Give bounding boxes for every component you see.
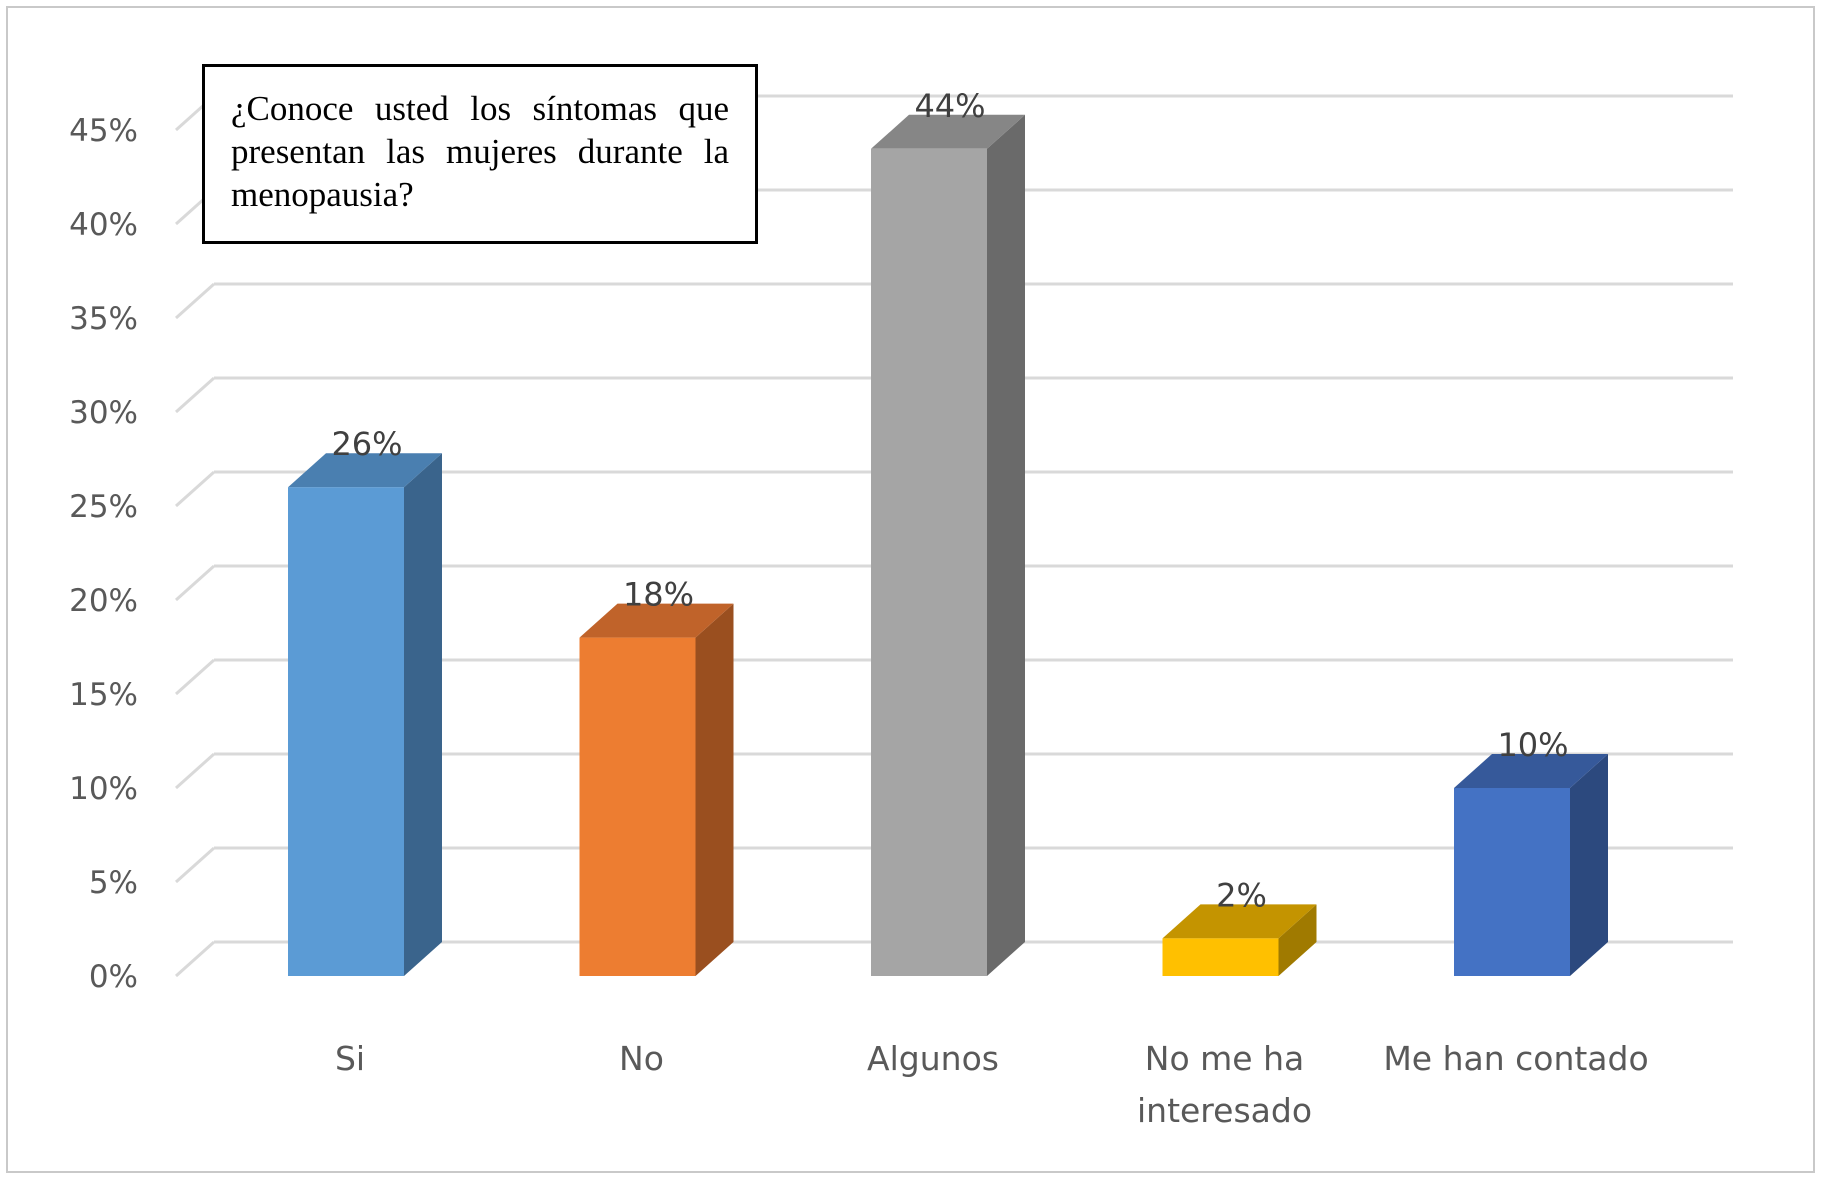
category-label: Algunos bbox=[867, 1039, 999, 1078]
bar-side bbox=[1570, 754, 1608, 976]
bar-front bbox=[1162, 938, 1279, 976]
y-tick-label: 35% bbox=[69, 301, 138, 337]
bar-side bbox=[987, 114, 1025, 977]
data-labels: 26% 18% 44% 2% 10% bbox=[331, 87, 1568, 915]
bar-chart: 0% 5% 10% 15% 20% 25% 30% 35% 40% 45% 26% 18% 44% 2%… bbox=[69, 87, 1733, 1130]
grid-line-diagonal bbox=[174, 564, 216, 602]
y-tick-label: 45% bbox=[69, 113, 138, 149]
bar-top bbox=[579, 603, 734, 638]
bar-front bbox=[871, 148, 987, 977]
y-tick-label: 0% bbox=[89, 959, 138, 995]
bar-si bbox=[288, 453, 442, 976]
bar-top bbox=[1162, 904, 1317, 939]
chart-title: ¿Conoce usted los síntomas que presentan… bbox=[202, 64, 758, 244]
category-label: Si bbox=[335, 1039, 365, 1078]
grid-line-diagonal bbox=[174, 658, 216, 696]
bar-me-han-contado bbox=[1454, 754, 1608, 976]
grid-line-diagonal bbox=[174, 470, 216, 508]
grid-line-diagonal bbox=[174, 282, 216, 320]
bar-side bbox=[404, 453, 442, 976]
grid-line-diagonal bbox=[174, 940, 216, 978]
data-label: 10% bbox=[1497, 726, 1568, 764]
category-label: Me han contado bbox=[1383, 1039, 1648, 1078]
bar-top bbox=[1454, 754, 1608, 788]
y-tick-label: 10% bbox=[69, 771, 138, 807]
grid-line-diagonal bbox=[174, 752, 216, 790]
bar-top bbox=[871, 114, 1025, 149]
y-tick-label: 5% bbox=[89, 865, 138, 901]
data-label: 26% bbox=[331, 425, 402, 463]
bar-front bbox=[579, 637, 696, 976]
y-tick-label: 20% bbox=[69, 583, 138, 619]
bar-algunos bbox=[871, 114, 1025, 977]
x-axis-categories: Si No Algunos No me ha interesado Me han cont… bbox=[335, 1039, 1649, 1130]
bar-no-me-ha-interesado bbox=[1162, 904, 1317, 976]
data-label: 18% bbox=[623, 576, 694, 614]
y-tick-label: 15% bbox=[69, 677, 138, 713]
bar-front bbox=[1454, 788, 1570, 976]
chart-frame: 0% 5% 10% 15% 20% 25% 30% 35% 40% 45% 26% 18% 44% 2%… bbox=[6, 6, 1815, 1173]
y-tick-label: 30% bbox=[69, 395, 138, 431]
bar-front bbox=[288, 487, 404, 976]
bar-top bbox=[288, 453, 442, 488]
grid-line-diagonal bbox=[174, 376, 216, 414]
bars bbox=[288, 114, 1608, 977]
bar-side bbox=[1278, 904, 1317, 976]
y-tick-label: 40% bbox=[69, 207, 138, 243]
y-axis-ticks: 0% 5% 10% 15% 20% 25% 30% 35% 40% 45% bbox=[69, 113, 138, 995]
category-label: No me ha interesado bbox=[1137, 1039, 1312, 1130]
data-label: 2% bbox=[1216, 876, 1267, 914]
bar-no bbox=[579, 603, 734, 976]
grid-line-diagonal bbox=[174, 846, 216, 884]
data-label: 44% bbox=[914, 87, 985, 125]
category-label: No bbox=[619, 1039, 664, 1078]
bar-side bbox=[695, 603, 734, 976]
y-tick-label: 25% bbox=[69, 489, 138, 525]
